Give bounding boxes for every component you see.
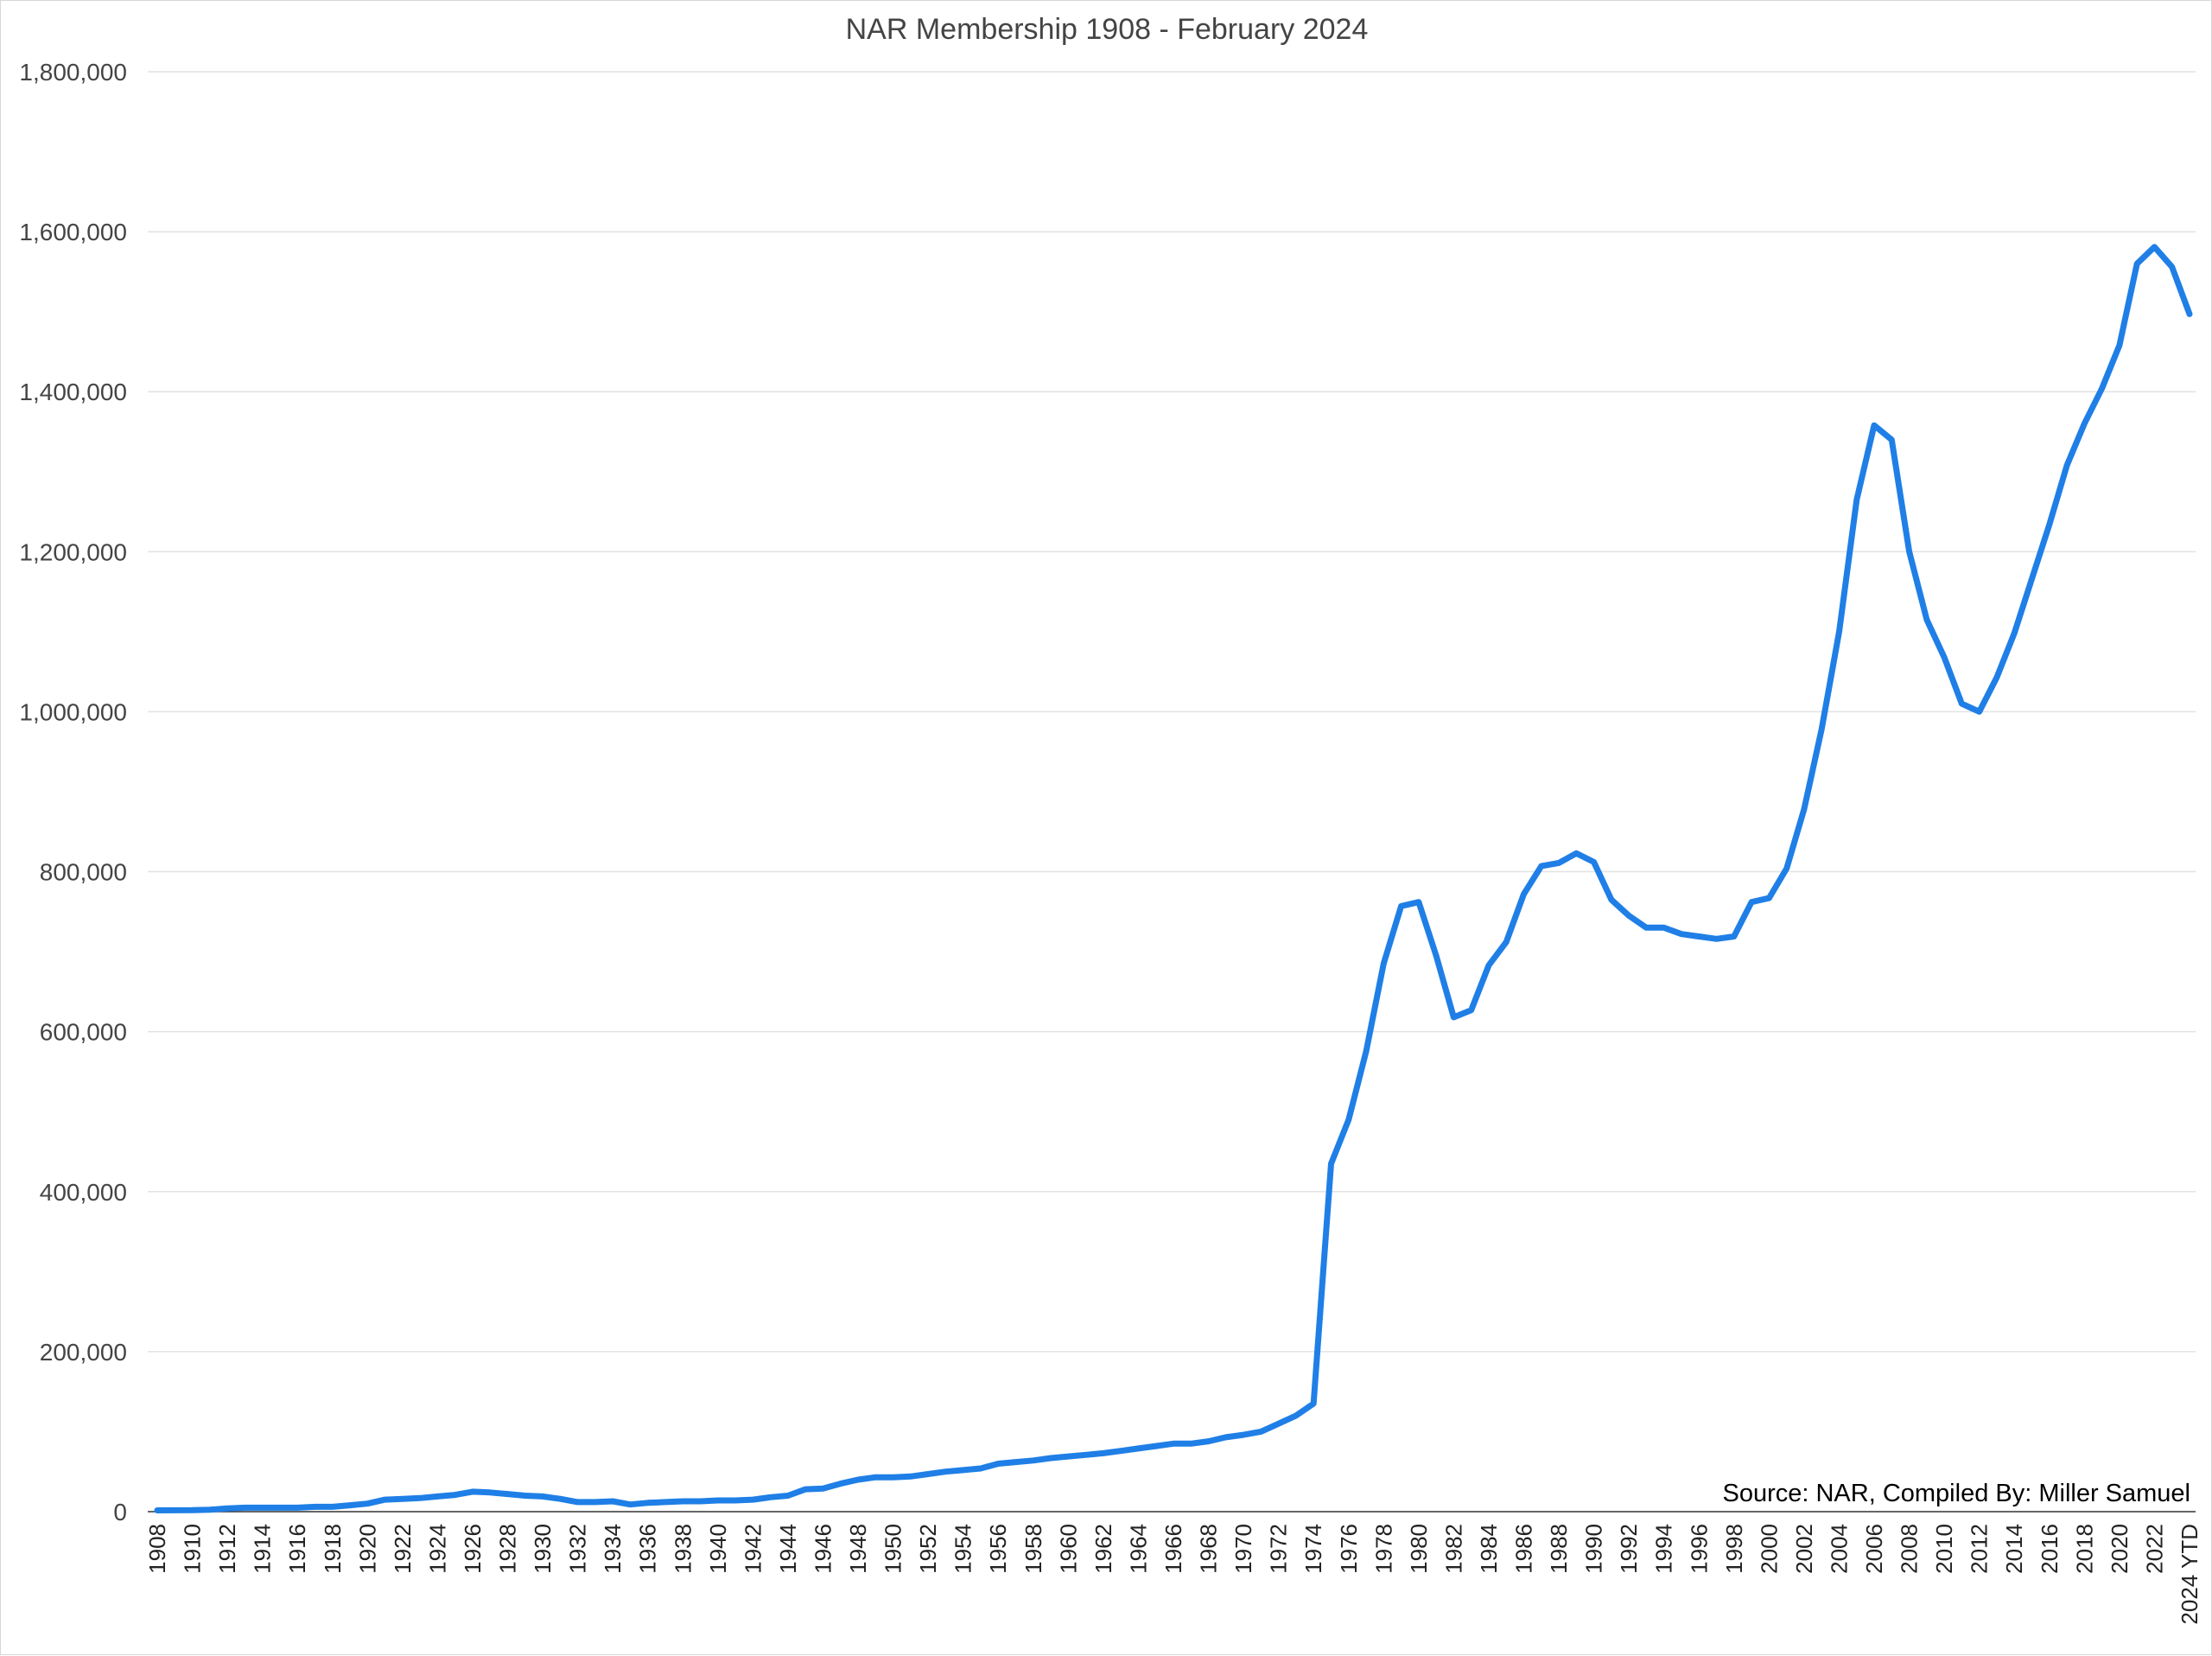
x-tick-label: 1946 <box>810 1524 836 1574</box>
y-tick-label: 600,000 <box>40 1019 127 1046</box>
x-tick-label: 1954 <box>950 1524 976 1574</box>
y-axis-tick-labels: 0 200,000 400,000 600,000 800,000 1,000,000 1,… <box>19 59 127 1525</box>
y-tick-label: 400,000 <box>40 1179 127 1206</box>
x-tick-label: 1960 <box>1055 1524 1081 1574</box>
x-tick-label: 1930 <box>530 1524 556 1574</box>
y-tick-label: 1,800,000 <box>19 59 127 86</box>
x-tick-label: 2012 <box>1967 1524 1993 1574</box>
x-tick-label: 1980 <box>1406 1524 1432 1574</box>
x-tick-label: 2014 <box>2001 1524 2027 1574</box>
y-tick-label: 0 <box>113 1499 127 1525</box>
x-tick-label: 1958 <box>1020 1524 1046 1574</box>
x-tick-label: 1942 <box>740 1524 766 1574</box>
gridlines <box>148 71 2196 1353</box>
x-tick-label: 2020 <box>2107 1524 2133 1574</box>
x-tick-label: 1968 <box>1196 1524 1222 1574</box>
x-tick-label: 1940 <box>705 1524 731 1574</box>
x-tick-label: 1936 <box>635 1524 661 1574</box>
y-tick-label: 1,400,000 <box>19 379 127 405</box>
x-tick-label: 1932 <box>565 1524 591 1574</box>
x-tick-label: 1912 <box>214 1524 240 1574</box>
x-tick-label: 1974 <box>1300 1524 1326 1574</box>
x-tick-label: 1978 <box>1370 1524 1396 1574</box>
x-tick-label: 1998 <box>1721 1524 1747 1574</box>
x-tick-label: 2006 <box>1861 1524 1887 1574</box>
x-tick-label: 1970 <box>1230 1524 1256 1574</box>
x-tick-label: 1986 <box>1511 1524 1537 1574</box>
x-tick-label: 2000 <box>1756 1524 1782 1574</box>
x-tick-label: 1948 <box>845 1524 871 1574</box>
x-tick-label: 1950 <box>880 1524 906 1574</box>
x-tick-label: 1984 <box>1476 1524 1502 1574</box>
x-tick-label: 1924 <box>424 1524 450 1574</box>
y-tick-label: 200,000 <box>40 1339 127 1366</box>
x-tick-label: 2024 YTD <box>2177 1524 2202 1625</box>
x-tick-label: 1928 <box>495 1524 521 1574</box>
x-tick-label: 1926 <box>460 1524 486 1574</box>
x-tick-label: 1962 <box>1090 1524 1116 1574</box>
x-tick-label: 1972 <box>1266 1524 1292 1574</box>
x-tick-label: 1934 <box>600 1524 626 1574</box>
chart-title: NAR Membership 1908 - February 2024 <box>846 13 1369 46</box>
x-tick-label: 2002 <box>1791 1524 1817 1574</box>
x-tick-label: 2008 <box>1897 1524 1923 1574</box>
x-tick-label: 1938 <box>670 1524 696 1574</box>
x-tick-label: 1952 <box>915 1524 941 1574</box>
x-tick-label: 1908 <box>144 1524 170 1574</box>
y-tick-label: 800,000 <box>40 859 127 886</box>
x-tick-label: 1990 <box>1581 1524 1607 1574</box>
x-tick-label: 1992 <box>1616 1524 1642 1574</box>
series-line-0 <box>154 244 2193 1513</box>
source-annotation: Source: NAR, Compiled By: Miller Samuel <box>1722 1480 2190 1507</box>
x-tick-label: 1976 <box>1336 1524 1362 1574</box>
x-tick-label: 1988 <box>1546 1524 1572 1574</box>
x-tick-label: 2004 <box>1826 1524 1852 1574</box>
x-tick-label: 2022 <box>2141 1524 2167 1574</box>
x-tick-label: 1944 <box>775 1524 801 1574</box>
x-tick-label: 1916 <box>284 1524 310 1574</box>
x-tick-label: 2016 <box>2037 1524 2063 1574</box>
x-tick-label: 1966 <box>1160 1524 1186 1574</box>
x-axis-tick-labels: 1908 1910 1912 1914 1916 1918 1920 1922 1924 1926… <box>144 1524 2202 1625</box>
x-tick-label: 1922 <box>390 1524 416 1574</box>
x-tick-label: 1918 <box>320 1524 346 1574</box>
series-layer <box>154 244 2193 1513</box>
x-tick-label: 1964 <box>1125 1524 1151 1574</box>
x-tick-label: 2010 <box>1931 1524 1957 1574</box>
x-tick-label: 2018 <box>2071 1524 2097 1574</box>
x-tick-label: 1910 <box>180 1524 206 1574</box>
x-tick-label: 1996 <box>1686 1524 1712 1574</box>
y-tick-label: 1,000,000 <box>19 698 127 725</box>
x-tick-label: 1994 <box>1651 1524 1677 1574</box>
y-tick-label: 1,600,000 <box>19 219 127 245</box>
x-tick-label: 1982 <box>1440 1524 1466 1574</box>
x-tick-label: 1914 <box>250 1524 276 1574</box>
x-tick-label: 1920 <box>354 1524 380 1574</box>
y-tick-label: 1,200,000 <box>19 538 127 565</box>
x-tick-label: 1956 <box>985 1524 1011 1574</box>
